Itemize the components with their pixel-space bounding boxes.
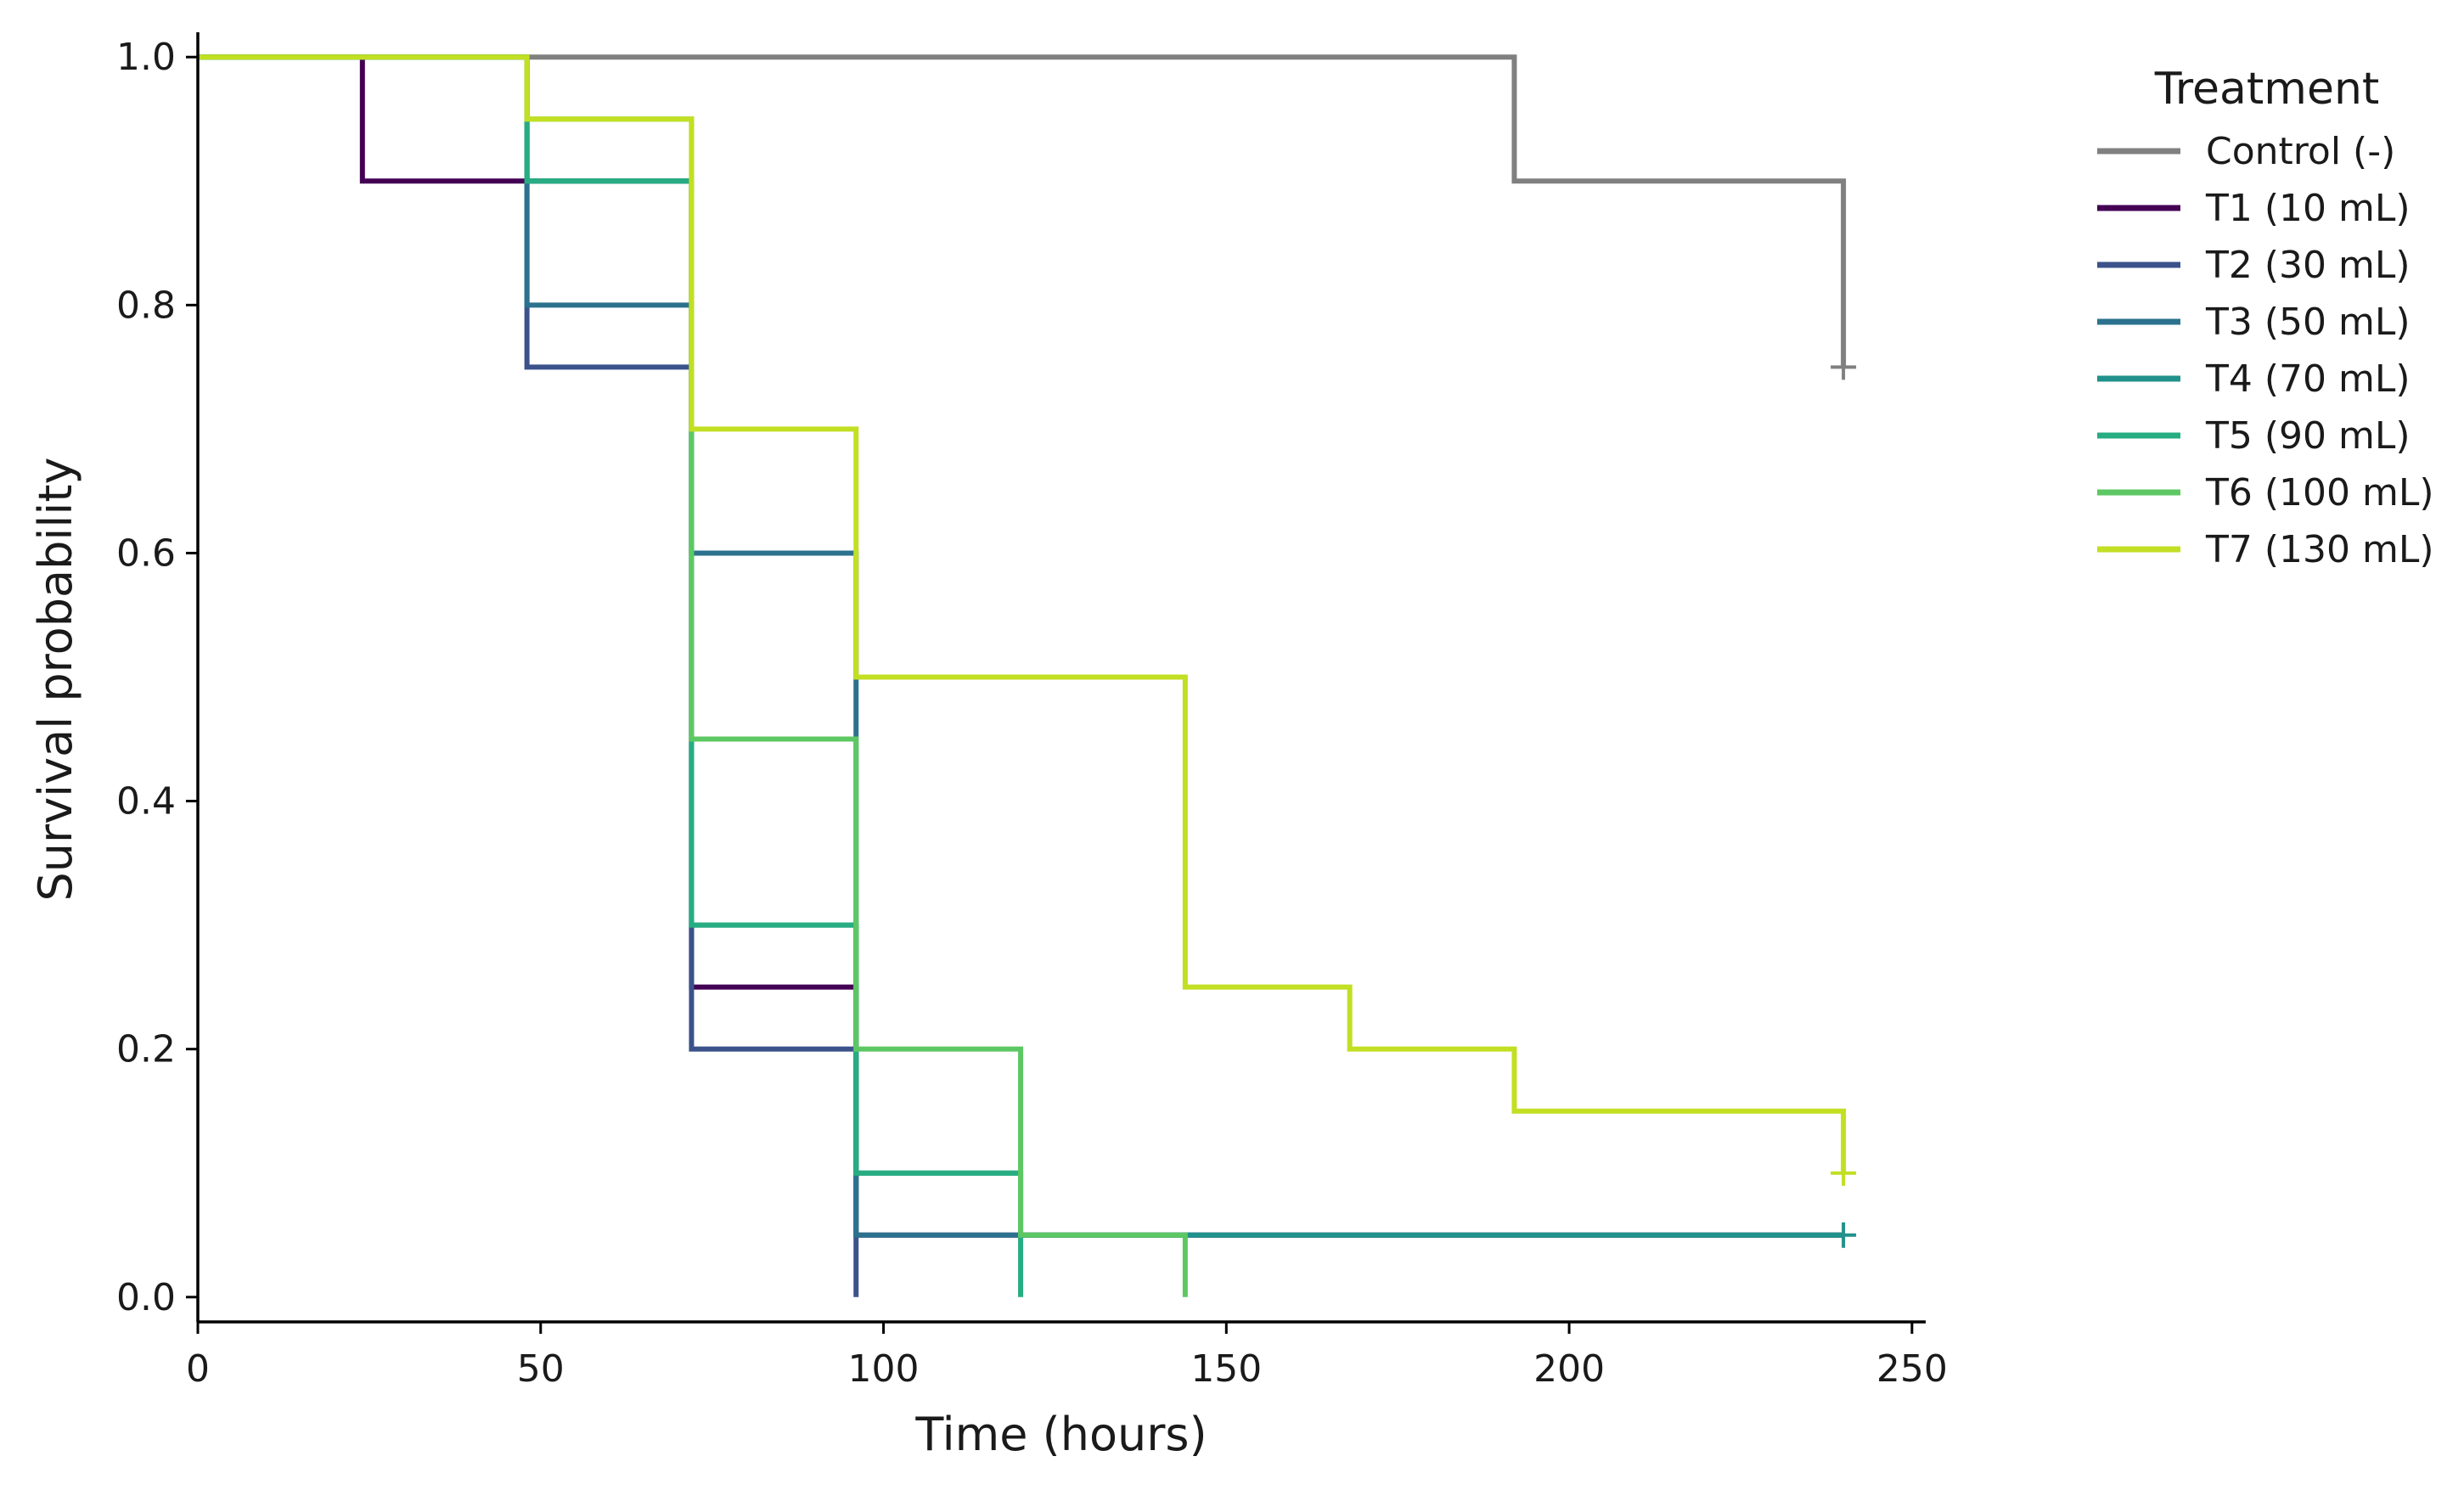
y-tick-label: 0.2 [116, 1028, 176, 1071]
x-tick-label: 250 [1876, 1347, 1948, 1391]
x-tick-label: 50 [517, 1347, 565, 1391]
x-tick-label: 200 [1533, 1347, 1605, 1391]
legend-label: T5 (90 mL) [2205, 414, 2411, 458]
x-tick-label: 150 [1190, 1347, 1262, 1391]
x-tick-label: 0 [186, 1347, 210, 1391]
y-tick-label: 0.0 [116, 1276, 176, 1319]
y-axis-title: Survival probability [29, 458, 82, 902]
legend-label: T2 (30 mL) [2205, 244, 2411, 287]
y-tick-label: 1.0 [116, 36, 176, 79]
y-tick-label: 0.4 [116, 780, 176, 824]
legend-label: T7 (130 mL) [2205, 528, 2434, 571]
censor-marker [1831, 1222, 1857, 1248]
axes-layer [196, 32, 1926, 1324]
legend-label: T1 (10 mL) [2205, 187, 2411, 230]
series-line-0 [198, 54, 1847, 368]
series-layer [198, 54, 1857, 1297]
y-tick-label: 0.8 [116, 284, 176, 327]
x-axis-title: Time (hours) [914, 1408, 1207, 1461]
legend: Treatment Control (-) T1 (10 mL) T2 (30 mL… [2097, 64, 2434, 571]
legend-label: Control (-) [2206, 130, 2395, 173]
x-tick-label: 100 [848, 1347, 920, 1391]
legend-label: T6 (100 mL) [2205, 471, 2434, 514]
ticks-layer: 0 50 100 150 200 250 0.0 0.2 0.4 0.6 0.8 1.0 [116, 36, 1948, 1391]
legend-label: T3 (50 mL) [2205, 301, 2411, 344]
censor-marker [1831, 1160, 1857, 1186]
legend-title: Treatment [2154, 64, 2380, 115]
series-line-7 [198, 54, 1847, 1173]
censor-marker [1831, 354, 1857, 380]
legend-label: T4 (70 mL) [2205, 357, 2411, 401]
y-tick-label: 0.6 [116, 531, 176, 575]
